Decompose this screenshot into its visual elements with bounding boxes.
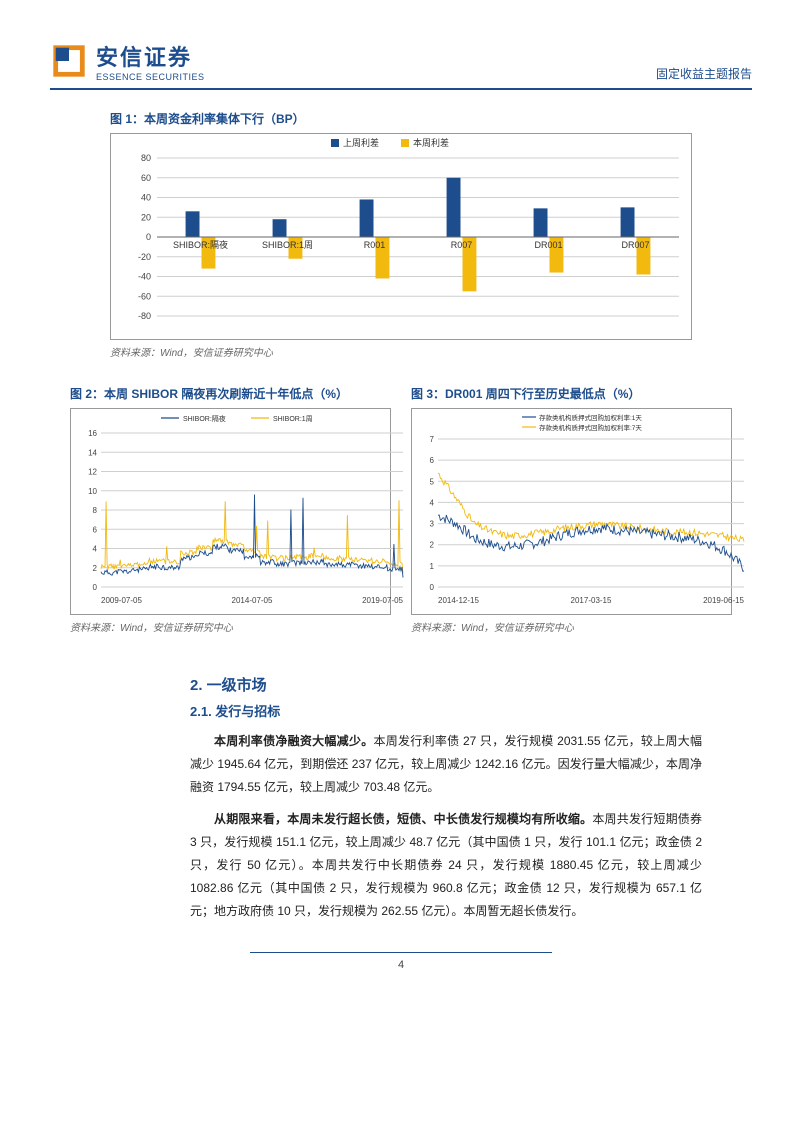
report-header: 安信证券 ESSENCE SECURITIES 固定收益主题报告 <box>50 40 752 90</box>
svg-text:2: 2 <box>93 564 98 573</box>
fig1-source: 资料来源：Wind，安信证券研究中心 <box>110 344 752 359</box>
subsection-heading: 2.1. 发行与招标 <box>190 701 752 720</box>
page-number: 4 <box>50 959 752 971</box>
svg-text:R001: R001 <box>364 240 386 250</box>
svg-text:7: 7 <box>430 435 435 444</box>
logo: 安信证券 ESSENCE SECURITIES <box>50 40 205 82</box>
logo-text-en: ESSENCE SECURITIES <box>96 72 205 82</box>
svg-text:10: 10 <box>88 487 97 496</box>
report-type: 固定收益主题报告 <box>656 65 752 82</box>
svg-text:6: 6 <box>93 525 98 534</box>
svg-text:-40: -40 <box>138 272 151 282</box>
logo-icon <box>50 42 88 80</box>
svg-text:2017-03-15: 2017-03-15 <box>571 596 612 605</box>
svg-text:-20: -20 <box>138 252 151 262</box>
para1-lead: 本周利率债净融资大幅减少。 <box>214 734 374 748</box>
svg-text:DR007: DR007 <box>621 240 649 250</box>
svg-text:80: 80 <box>141 153 151 163</box>
fig2-title: 图 2：本周 SHIBOR 隔夜再次刷新近十年低点（%） <box>70 385 391 402</box>
svg-text:2014-12-15: 2014-12-15 <box>438 596 479 605</box>
fig3-source: 资料来源：Wind，安信证券研究中心 <box>411 619 732 634</box>
para2-body: 本周共发行短期债券 3 只，发行规模 151.1 亿元，较上周减少 48.7 亿… <box>190 812 702 917</box>
svg-text:5: 5 <box>430 477 435 486</box>
svg-text:0: 0 <box>430 583 435 592</box>
svg-text:40: 40 <box>141 193 151 203</box>
svg-text:2019-07-05: 2019-07-05 <box>362 596 403 605</box>
svg-text:-80: -80 <box>138 311 151 321</box>
svg-text:14: 14 <box>88 448 97 457</box>
para2-lead: 从期限来看，本周未发行超长债，短债、中长债发行规模均有所收缩。 <box>214 812 592 826</box>
svg-text:20: 20 <box>141 212 151 222</box>
svg-text:60: 60 <box>141 173 151 183</box>
logo-text-cn: 安信证券 <box>96 40 205 72</box>
svg-text:DR001: DR001 <box>534 240 562 250</box>
footer-divider <box>250 952 552 953</box>
svg-text:3: 3 <box>430 520 435 529</box>
section-heading: 2. 一级市场 <box>190 674 752 695</box>
paragraph-1: 本周利率债净融资大幅减少。本周发行利率债 27 只，发行规模 2031.55 亿… <box>190 730 702 798</box>
fig3-chart: 012345672014-12-152017-03-152019-06-15存款… <box>411 408 732 615</box>
svg-text:8: 8 <box>93 506 98 515</box>
fig1-title: 图 1：本周资金利率集体下行（BP） <box>110 110 752 127</box>
fig2-source: 资料来源：Wind，安信证券研究中心 <box>70 619 391 634</box>
svg-text:存款类机构质押式回购加权利率:7天: 存款类机构质押式回购加权利率:7天 <box>539 423 642 432</box>
svg-text:4: 4 <box>430 498 435 507</box>
fig2-chart: 02468101214162009-07-052014-07-052019-07… <box>70 408 391 615</box>
svg-text:2014-07-05: 2014-07-05 <box>232 596 273 605</box>
svg-text:2019-06-15: 2019-06-15 <box>703 596 744 605</box>
svg-text:2: 2 <box>430 541 435 550</box>
svg-text:本周利差: 本周利差 <box>413 137 449 148</box>
svg-text:-60: -60 <box>138 291 151 301</box>
fig1-chart: -80 -60 -40 -20 0 20 40 60 80 SHIBOR:隔夜 SHIBOR:1周 R… <box>110 133 692 340</box>
svg-text:0: 0 <box>93 583 98 592</box>
svg-text:SHIBOR:隔夜: SHIBOR:隔夜 <box>173 239 228 250</box>
fig3-title: 图 3：DR001 周四下行至历史最低点（%） <box>411 385 732 402</box>
svg-text:0: 0 <box>146 232 151 242</box>
svg-text:上周利差: 上周利差 <box>343 137 379 148</box>
svg-text:SHIBOR:1周: SHIBOR:1周 <box>273 415 313 423</box>
svg-text:SHIBOR:隔夜: SHIBOR:隔夜 <box>183 414 226 423</box>
svg-text:12: 12 <box>88 468 97 477</box>
svg-text:2009-07-05: 2009-07-05 <box>101 596 142 605</box>
svg-text:4: 4 <box>93 545 98 554</box>
svg-text:16: 16 <box>88 429 97 438</box>
svg-text:SHIBOR:1周: SHIBOR:1周 <box>262 240 313 250</box>
svg-text:1: 1 <box>430 562 435 571</box>
paragraph-2: 从期限来看，本周未发行超长债，短债、中长债发行规模均有所收缩。本周共发行短期债券… <box>190 808 702 922</box>
svg-text:存款类机构质押式回购加权利率:1天: 存款类机构质押式回购加权利率:1天 <box>539 413 642 422</box>
svg-text:R007: R007 <box>451 240 473 250</box>
svg-text:6: 6 <box>430 456 435 465</box>
